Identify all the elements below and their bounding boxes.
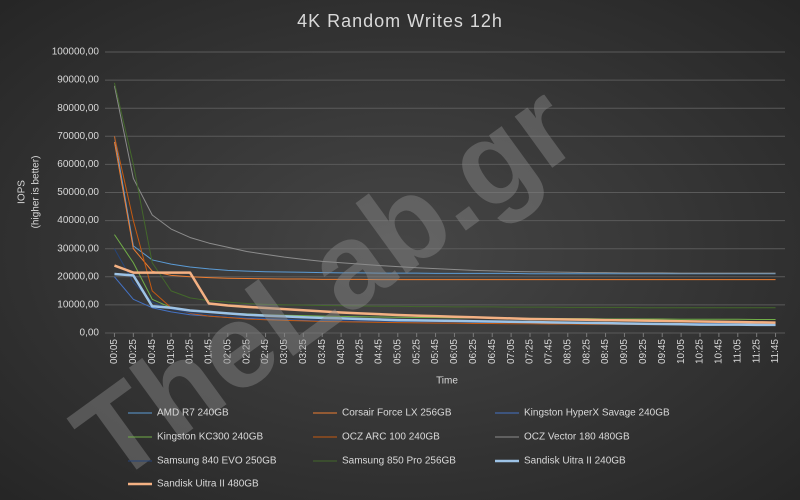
x-tick-label: 08:25 bbox=[581, 339, 592, 364]
legend-label: Sandisk Uitra II 240GB bbox=[524, 456, 626, 467]
y-tick-label: 20000,00 bbox=[57, 271, 99, 282]
x-tick-label: 02:05 bbox=[222, 339, 233, 364]
x-tick-label: 05:45 bbox=[430, 339, 441, 364]
x-tick-label: 04:25 bbox=[355, 339, 366, 364]
legend: AMD R7 240GB Corsair Force LX 256GB Kingst… bbox=[128, 408, 670, 490]
legend-label: OCZ ARC 100 240GB bbox=[342, 432, 440, 443]
y-axis-label: IOPS bbox=[17, 180, 28, 204]
x-tick-label: 03:05 bbox=[279, 339, 290, 364]
y-tick-label: 50000,00 bbox=[57, 187, 99, 198]
x-tick-label: 11:25 bbox=[751, 339, 762, 364]
x-tick-label: 03:25 bbox=[298, 339, 309, 364]
x-tick-label: 05:05 bbox=[392, 339, 403, 364]
x-tick-label: 00:45 bbox=[147, 339, 158, 364]
series-line bbox=[113, 141, 776, 281]
x-tick-label: 00:25 bbox=[128, 339, 139, 364]
x-tick-label: 11:45 bbox=[770, 339, 781, 364]
x-tick-label: 07:45 bbox=[544, 339, 555, 364]
x-tick-label: 01:45 bbox=[204, 339, 215, 364]
legend-label: Corsair Force LX 256GB bbox=[342, 408, 452, 419]
x-tick-label: 10:25 bbox=[695, 339, 706, 364]
y-tick-label: 70000,00 bbox=[57, 131, 99, 142]
chart-title: 4K Random Writes 12h bbox=[297, 11, 503, 31]
legend-label: Sandisk Uitra II 480GB bbox=[157, 479, 259, 490]
x-tick-label: 02:45 bbox=[260, 339, 271, 364]
x-tick-label: 01:05 bbox=[166, 339, 177, 364]
x-tick-label: 08:05 bbox=[562, 339, 573, 364]
grid: 0,00 10000,00 20000,00 30000,00 40000,00 5000… bbox=[52, 47, 785, 364]
x-tick-label: 07:05 bbox=[506, 339, 517, 364]
x-tick-label: 08:45 bbox=[600, 339, 611, 364]
x-tick-label: 02:25 bbox=[241, 339, 252, 364]
y-tick-label: 80000,00 bbox=[57, 103, 99, 114]
x-tick-label: 06:45 bbox=[487, 339, 498, 364]
x-tick-label: 01:25 bbox=[185, 339, 196, 364]
legend-label: AMD R7 240GB bbox=[157, 408, 229, 419]
y-tick-label: 30000,00 bbox=[57, 243, 99, 254]
x-tick-label: 04:45 bbox=[374, 339, 385, 364]
legend-label: Kingston KC300 240GB bbox=[157, 432, 264, 443]
legend-label: Kingston HyperX Savage 240GB bbox=[524, 408, 670, 419]
x-tick-label: 10:05 bbox=[676, 339, 687, 364]
series-line bbox=[113, 85, 776, 274]
y-tick-label: 90000,00 bbox=[57, 75, 99, 86]
plot bbox=[113, 82, 776, 327]
x-tick-label: 09:05 bbox=[619, 339, 630, 364]
x-tick-label: 09:45 bbox=[657, 339, 668, 364]
x-tick-label: 09:25 bbox=[638, 339, 649, 364]
y-tick-label: 60000,00 bbox=[57, 159, 99, 170]
legend-label: Samsung 840 EVO 250GB bbox=[157, 456, 277, 467]
y-tick-label: 10000,00 bbox=[57, 300, 99, 311]
x-tick-label: 06:05 bbox=[449, 339, 460, 364]
x-tick-label: 04:05 bbox=[336, 339, 347, 364]
y-axis-sublabel: (higher is better) bbox=[31, 156, 42, 229]
x-tick-label: 07:25 bbox=[525, 339, 536, 364]
series-line bbox=[113, 136, 776, 275]
series-line bbox=[113, 82, 776, 309]
legend-label: Samsung 850 Pro 256GB bbox=[342, 456, 456, 467]
x-tick-label: 10:45 bbox=[714, 339, 725, 364]
y-tick-label: 40000,00 bbox=[57, 215, 99, 226]
series-line bbox=[114, 272, 776, 327]
y-tick-label: 100000,00 bbox=[52, 47, 100, 58]
x-axis-label: Time bbox=[436, 376, 458, 387]
x-tick-label: 05:25 bbox=[411, 339, 422, 364]
x-tick-label: 06:25 bbox=[468, 339, 479, 364]
x-tick-label: 11:05 bbox=[732, 339, 743, 364]
x-tick-label: 03:45 bbox=[317, 339, 328, 364]
x-tick-label: 00:05 bbox=[109, 339, 120, 364]
legend-label: OCZ Vector 180 480GB bbox=[524, 432, 630, 443]
series-line bbox=[114, 264, 776, 324]
y-tick-label: 0,00 bbox=[80, 328, 100, 339]
